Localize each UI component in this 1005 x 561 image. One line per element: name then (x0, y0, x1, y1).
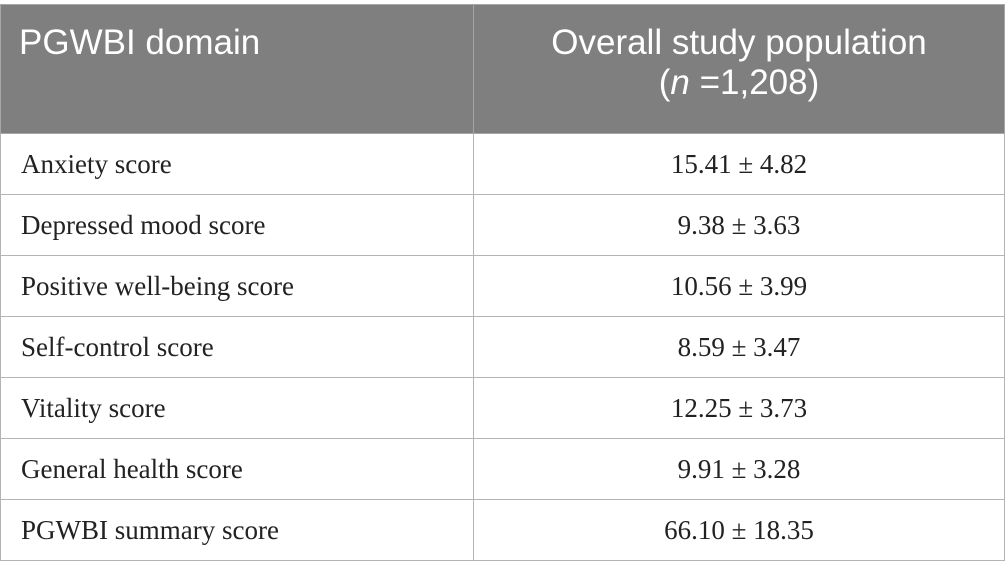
table-body: Anxiety score 15.41 ± 4.82 Depressed moo… (0, 133, 1005, 561)
table-row: General health score 9.91 ± 3.28 (0, 438, 1005, 500)
table-row: Self-control score 8.59 ± 3.47 (0, 316, 1005, 378)
header-population-n: n (670, 63, 690, 102)
table-row: PGWBI summary score 66.10 ± 18.35 (0, 499, 1005, 561)
table-row: Depressed mood score 9.38 ± 3.63 (0, 194, 1005, 256)
header-population-count: =1,208) (689, 63, 820, 102)
header-population-open: ( (658, 63, 671, 102)
row-value: 9.38 ± 3.63 (473, 194, 1005, 256)
header-population-title: Overall study population (551, 23, 927, 62)
pgwbi-table: PGWBI domain Overall study population (n… (0, 4, 1005, 561)
header-domain: PGWBI domain (0, 4, 474, 134)
header-row: PGWBI domain Overall study population (n… (0, 4, 1005, 134)
table-header: PGWBI domain Overall study population (n… (0, 4, 1005, 134)
table-row: Positive well-being score 10.56 ± 3.99 (0, 255, 1005, 317)
row-value: 15.41 ± 4.82 (473, 133, 1005, 195)
row-value: 9.91 ± 3.28 (473, 438, 1005, 500)
row-value: 66.10 ± 18.35 (473, 499, 1005, 561)
row-label: PGWBI summary score (0, 499, 474, 561)
row-label: Vitality score (0, 377, 474, 439)
row-value: 10.56 ± 3.99 (473, 255, 1005, 317)
table-row: Vitality score 12.25 ± 3.73 (0, 377, 1005, 439)
header-population: Overall study population (n =1,208) (473, 4, 1005, 134)
row-label: Depressed mood score (0, 194, 474, 256)
row-label: Positive well-being score (0, 255, 474, 317)
row-value: 8.59 ± 3.47 (473, 316, 1005, 378)
row-value: 12.25 ± 3.73 (473, 377, 1005, 439)
row-label: Anxiety score (0, 133, 474, 195)
row-label: General health score (0, 438, 474, 500)
row-label: Self-control score (0, 316, 474, 378)
table-row: Anxiety score 15.41 ± 4.82 (0, 133, 1005, 195)
